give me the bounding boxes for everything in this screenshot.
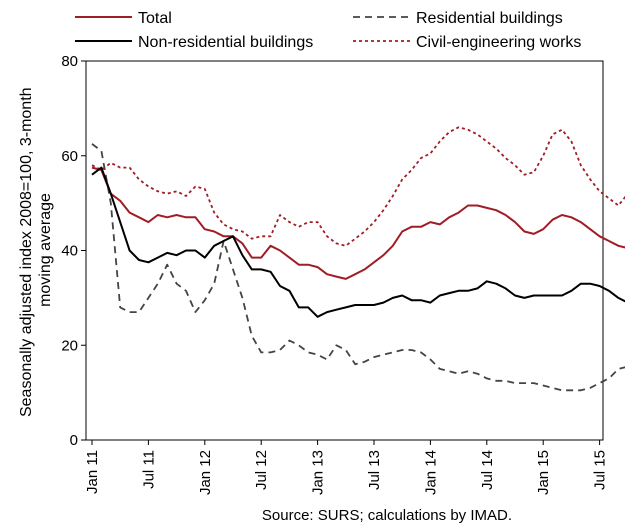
- series-line-total: [91, 166, 625, 280]
- x-tick-label: Jul 12: [253, 450, 270, 490]
- legend-label-residential: Residential buildings: [416, 10, 563, 27]
- legend-label-civil-engineering: Civil-engineering works: [416, 34, 581, 51]
- x-tick-label: Jul 15: [592, 450, 609, 490]
- legend: Total Residential buildings Non-resident…: [75, 10, 581, 51]
- y-tick-label: 80: [61, 53, 78, 70]
- x-tick-label: Jan 12: [197, 450, 214, 495]
- x-tick-label: Jul 11: [140, 450, 157, 489]
- y-tick-label: 0: [70, 432, 78, 449]
- source-note: Source: SURS; calculations by IMAD.: [262, 507, 512, 524]
- y-tick-label: 40: [61, 243, 78, 260]
- y-tick-label: 60: [61, 148, 78, 165]
- x-tick-label: Jul 14: [479, 450, 496, 490]
- x-tick-label: Jan 15: [535, 450, 552, 495]
- legend-label-total: Total: [138, 10, 172, 27]
- y-axis-title: Seasonally adjusted index 2008=100, 3-mo…: [18, 83, 54, 417]
- plot-area: 0 20 40 60 80 Jan 11 Jul 11 Jan 12 Jul 12 Jan 13 J…: [61, 53, 625, 495]
- y-tick-label: 20: [61, 337, 78, 354]
- series-line-civil-engineering-works: [91, 126, 625, 247]
- legend-label-non-residential: Non-residential buildings: [138, 34, 313, 51]
- series-line-residential-buildings: [91, 143, 625, 392]
- x-tick-label: Jan 11: [84, 450, 101, 494]
- x-tick-label: Jan 13: [310, 450, 327, 495]
- x-tick-label: Jul 13: [366, 450, 383, 490]
- x-tick-label: Jan 14: [422, 450, 439, 495]
- series-line-non-residential-buildings: [91, 166, 625, 318]
